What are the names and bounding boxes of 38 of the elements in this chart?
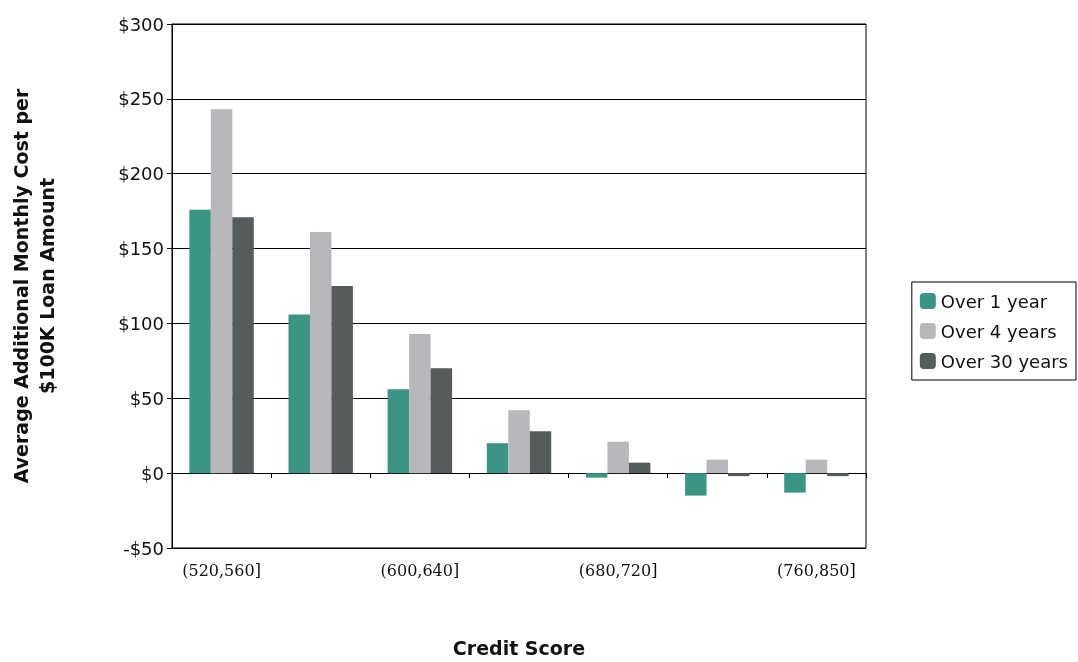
y-axis-title: Average Additional Monthly Cost per $100K Loan Amount [10, 88, 58, 484]
bar [607, 441, 629, 474]
y-tick-label: $300 [118, 13, 164, 35]
x-tick-label: (520,560] [182, 560, 261, 580]
legend-label: Over 1 year [940, 290, 1048, 312]
y-tick-label: $200 [118, 163, 164, 185]
bar [728, 473, 750, 477]
y-tick-label: $50 [129, 387, 164, 409]
x-axis-title: Credit Score [452, 636, 586, 659]
x-tick-label: (760,850] [777, 560, 856, 580]
bar [430, 368, 453, 474]
bar [628, 462, 651, 474]
bar [784, 473, 806, 493]
bar [232, 217, 254, 474]
legend-label: Over 30 years [940, 350, 1069, 372]
bar [685, 473, 707, 496]
y-tick-label: -$50 [123, 537, 164, 559]
y-tick-label: $250 [118, 88, 164, 110]
x-tick-label: (680,720] [578, 560, 658, 580]
bar [288, 314, 310, 474]
bar [508, 410, 530, 474]
bar [529, 431, 552, 474]
bar [486, 443, 509, 474]
y-tick-label: $100 [118, 312, 164, 334]
legend-label: Over 4 years [940, 320, 1057, 342]
bar [585, 473, 608, 478]
bar [805, 459, 828, 474]
bar [189, 209, 211, 474]
x-tick-label: (600,640] [380, 560, 460, 580]
bar [827, 473, 849, 477]
bar [387, 389, 410, 474]
y-tick-label: $150 [118, 238, 164, 260]
bar [409, 333, 431, 474]
bar [210, 109, 233, 474]
bar [706, 459, 729, 474]
bar [331, 286, 353, 474]
y-tick-label: $0 [141, 462, 164, 484]
bar [309, 232, 332, 474]
